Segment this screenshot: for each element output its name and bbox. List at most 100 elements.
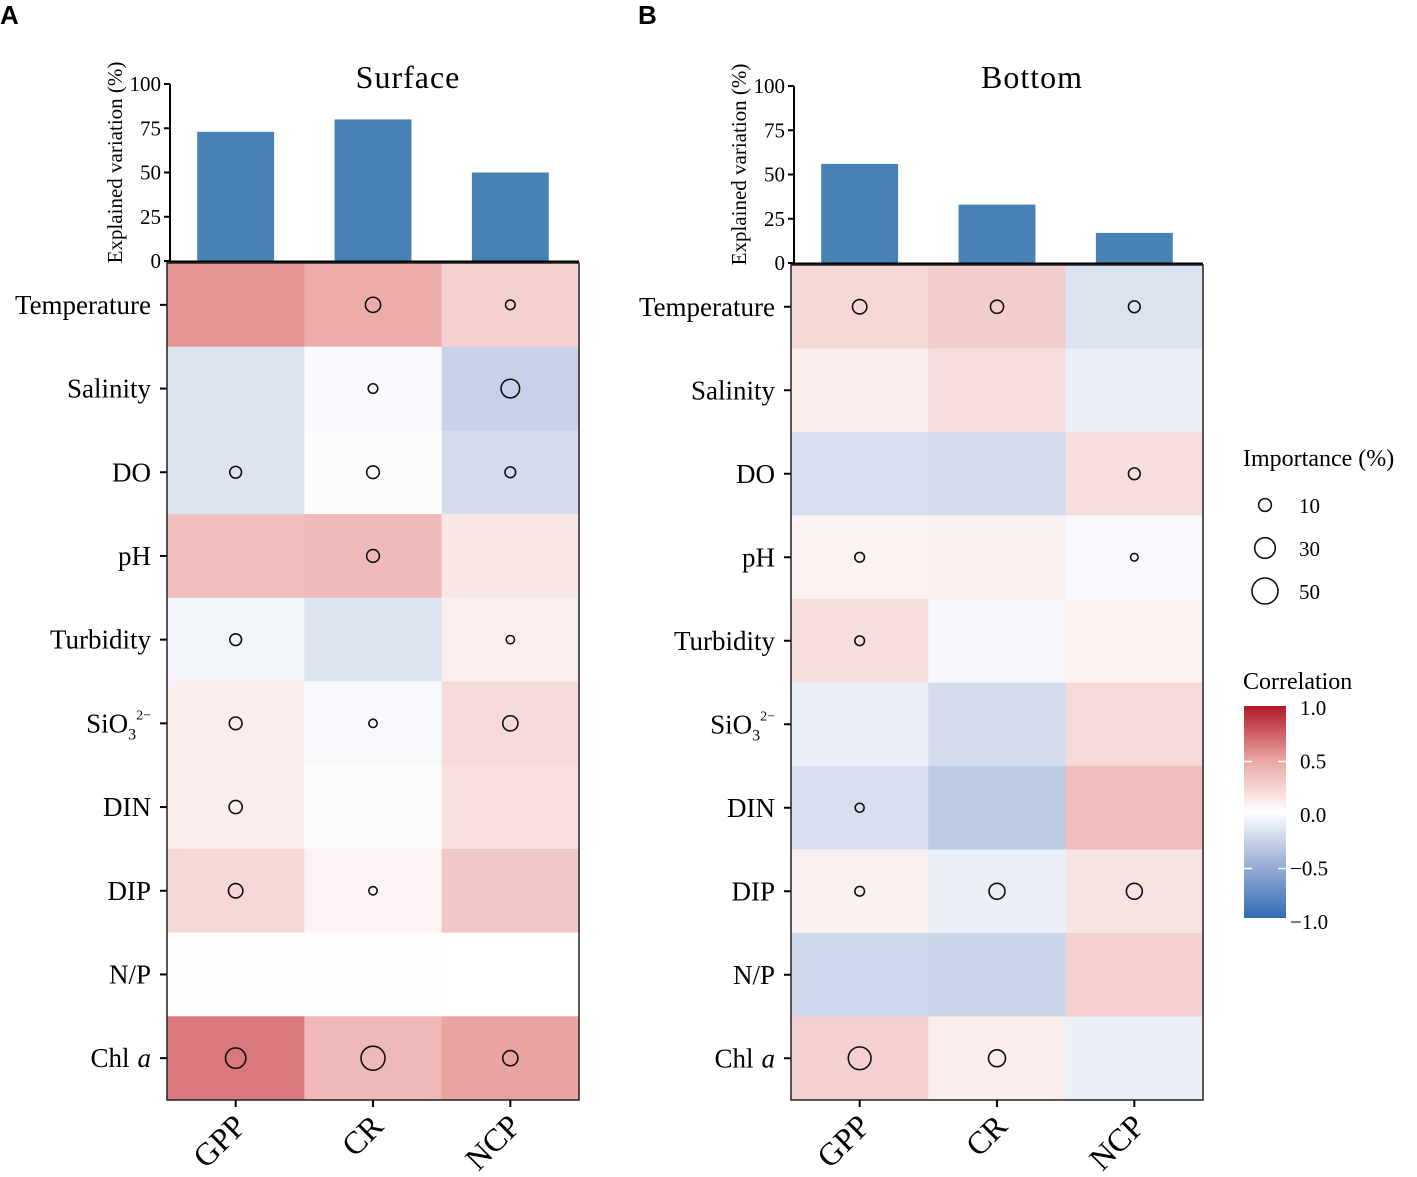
row-label: N/P bbox=[733, 960, 775, 990]
row-label: Turbidity bbox=[50, 625, 152, 655]
row-label: DIN bbox=[103, 792, 151, 822]
row-label: Salinity bbox=[67, 374, 152, 404]
importance-circle bbox=[228, 799, 244, 815]
panel-title: Bottom bbox=[981, 59, 1083, 95]
panel-surface: Surface Explained variation (%) 0 25 50 75 100… bbox=[15, 59, 580, 1177]
importance-circle bbox=[847, 1046, 872, 1071]
row-label-subscript: 3 bbox=[128, 726, 136, 743]
importance-circle bbox=[368, 718, 378, 729]
heatmap-cell bbox=[304, 681, 443, 766]
colorbar-label: 0.0 bbox=[1300, 803, 1326, 827]
importance-circle bbox=[1127, 467, 1142, 481]
row-label-text: SiO bbox=[86, 708, 128, 738]
row-label-text: Temperature bbox=[15, 290, 151, 320]
heatmap-cell bbox=[304, 932, 443, 1017]
heatmap-cell bbox=[167, 932, 305, 1017]
heatmap-cell bbox=[1065, 432, 1204, 516]
bar-cr bbox=[334, 119, 412, 262]
importance-circle bbox=[504, 299, 516, 311]
heatmap-cell bbox=[928, 265, 1067, 349]
row-label-superscript: 2− bbox=[136, 708, 151, 723]
colorbar-label: 0.5 bbox=[1300, 750, 1326, 774]
heatmap-cell bbox=[791, 599, 929, 683]
bar-y-tick-label: 75 bbox=[764, 118, 785, 142]
importance-circle bbox=[224, 1047, 247, 1070]
row-label-text: SiO bbox=[710, 709, 752, 739]
heatmap-cell bbox=[441, 430, 580, 515]
bar-y-tick-label: 100 bbox=[754, 74, 786, 98]
heatmap-cell bbox=[304, 765, 443, 850]
bar-y-tick-label: 100 bbox=[130, 72, 162, 96]
importance-circle bbox=[365, 548, 381, 564]
colorbar-label: −1.0 bbox=[1290, 910, 1328, 934]
row-label: Chl a bbox=[90, 1043, 151, 1073]
heatmap-cell bbox=[791, 849, 929, 934]
heatmap-cell bbox=[441, 1016, 580, 1101]
bar-y-axis-label: Explained variation (%) bbox=[727, 64, 751, 266]
heatmap-cell bbox=[441, 765, 580, 850]
colorbar-label: −0.5 bbox=[1290, 857, 1328, 881]
panel-letter-b: B bbox=[638, 0, 657, 30]
importance-circle bbox=[228, 632, 243, 647]
row-label-text: pH bbox=[742, 542, 775, 572]
bar-y-tick-label: 25 bbox=[140, 205, 161, 229]
correlation-legend-title: Correlation bbox=[1243, 669, 1352, 695]
row-label-text: N/P bbox=[109, 959, 151, 989]
heatmap-cell bbox=[791, 933, 929, 1017]
heatmap-cell bbox=[441, 597, 580, 682]
column-label-cr: CR bbox=[334, 1107, 390, 1163]
row-label: DIP bbox=[731, 876, 775, 906]
row-label: Turbidity bbox=[674, 626, 776, 656]
row-label-text: DIP bbox=[107, 876, 151, 906]
heatmap-cell bbox=[167, 514, 305, 599]
heatmap-cell bbox=[441, 514, 580, 599]
importance-circle bbox=[501, 714, 519, 732]
heatmap-cell bbox=[441, 932, 580, 1017]
column-label-cr: CR bbox=[958, 1107, 1014, 1163]
column-label-ncp: NCP bbox=[458, 1107, 527, 1176]
heatmap-cell bbox=[167, 848, 305, 934]
importance-circle bbox=[854, 885, 866, 897]
importance-circle bbox=[854, 635, 866, 647]
heatmap-cell bbox=[928, 766, 1067, 850]
heatmap-cell bbox=[791, 515, 929, 600]
row-label: DO bbox=[112, 457, 151, 487]
row-label-text: DIN bbox=[727, 793, 775, 823]
row-label-text: Chl bbox=[714, 1043, 753, 1073]
heatmap-cell bbox=[304, 514, 443, 599]
heatmap-cell bbox=[167, 765, 305, 850]
bar-y-tick-label: 0 bbox=[775, 251, 786, 275]
heatmap-cell bbox=[304, 346, 443, 431]
row-label: Temperature bbox=[15, 290, 151, 320]
row-label: DIN bbox=[727, 793, 775, 823]
row-label-text: pH bbox=[118, 541, 151, 571]
importance-circle bbox=[988, 882, 1006, 901]
heatmap-cell bbox=[1065, 766, 1204, 850]
bar-ncp bbox=[1095, 232, 1173, 263]
heatmap-cell bbox=[791, 766, 929, 850]
importance-circle bbox=[500, 378, 521, 399]
bar-y-tick-label: 75 bbox=[140, 116, 161, 140]
importance-circle bbox=[368, 885, 378, 896]
bar-cr bbox=[958, 204, 1036, 263]
importance-legend-label: 10 bbox=[1299, 494, 1320, 518]
row-label-italic: a bbox=[762, 1043, 776, 1073]
heatmap-cell bbox=[441, 346, 580, 431]
row-label-subscript: 3 bbox=[752, 727, 760, 744]
importance-legend-circle bbox=[1251, 577, 1279, 605]
heatmap-cell bbox=[791, 265, 929, 349]
heatmap-cell bbox=[167, 597, 305, 682]
bar-ncp bbox=[471, 172, 549, 261]
column-label-gpp: GPP bbox=[810, 1107, 877, 1174]
heatmap-cell bbox=[167, 1016, 305, 1101]
heatmap-cell bbox=[791, 1016, 929, 1101]
importance-circle bbox=[504, 466, 517, 479]
heatmap-cell bbox=[928, 682, 1067, 767]
row-label: Chl a bbox=[714, 1043, 775, 1073]
colorbar bbox=[1244, 706, 1286, 918]
importance-circle bbox=[989, 299, 1005, 315]
bar-y-tick-label: 50 bbox=[764, 163, 785, 187]
bar-gpp bbox=[821, 163, 899, 263]
importance-circle bbox=[365, 465, 381, 480]
heatmap-cell bbox=[791, 682, 929, 767]
